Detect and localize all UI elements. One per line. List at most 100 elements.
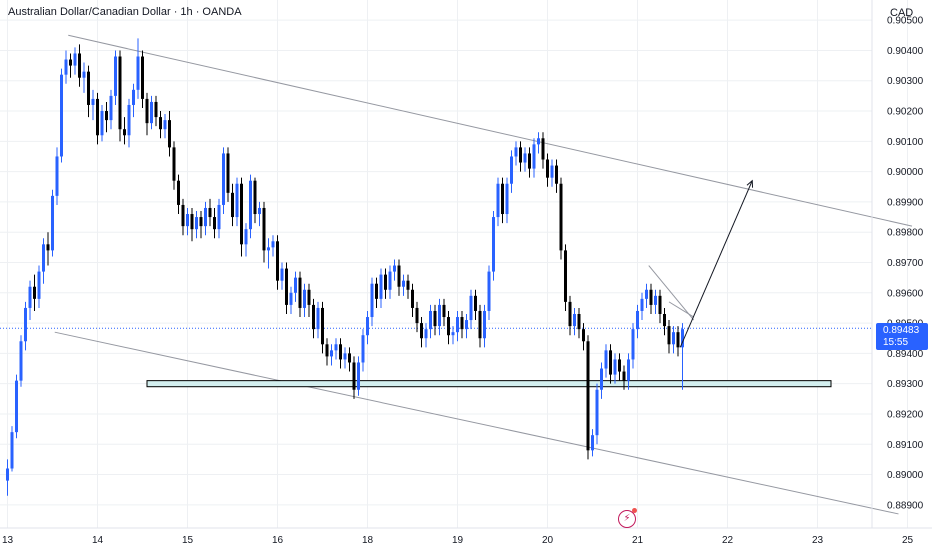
price-tick-label: 0.88900: [887, 500, 924, 511]
time-tick-label: 20: [542, 535, 554, 546]
candle-body: [550, 165, 554, 178]
candle-body: [564, 250, 567, 302]
price-tick-label: 0.89200: [887, 409, 924, 420]
candle-body: [681, 329, 684, 348]
candle-body: [447, 317, 450, 336]
candle-body: [208, 207, 212, 218]
time-tick-label: 14: [92, 535, 104, 546]
candle-body: [622, 371, 626, 381]
candle-body: [6, 468, 9, 481]
candle-body: [546, 159, 549, 178]
candle-body: [132, 89, 135, 105]
candle-body: [645, 289, 648, 299]
candle-body: [465, 320, 468, 330]
lightning-icon[interactable]: ⚡: [618, 510, 636, 528]
candle-body: [190, 214, 194, 230]
candle-body: [654, 295, 657, 305]
candle-body: [28, 286, 32, 308]
candle-body: [51, 195, 54, 251]
candle-body: [631, 329, 635, 360]
notification-dot: [632, 508, 637, 513]
candle-body: [73, 53, 77, 66]
candle-body: [357, 362, 360, 390]
symbol-title[interactable]: Australian Dollar/Canadian Dollar · 1h ·…: [8, 6, 242, 18]
candle-body: [276, 241, 279, 281]
price-tick-label: 0.90200: [887, 107, 924, 118]
candle-body: [100, 111, 104, 136]
candle-body: [379, 274, 383, 299]
candle-body: [613, 359, 617, 375]
candle-body: [586, 341, 590, 451]
candle-body: [105, 111, 108, 121]
time-tick-label: 13: [2, 535, 14, 546]
candle-body: [469, 295, 473, 321]
candle-body: [325, 344, 329, 357]
candle-body: [600, 368, 603, 390]
candle-body: [402, 280, 405, 287]
candle-body: [177, 180, 180, 205]
candle-body: [262, 207, 266, 251]
candle-body: [397, 265, 401, 287]
bar-countdown: 15:55: [883, 337, 909, 348]
candle-body: [672, 332, 675, 345]
candle-body: [483, 310, 486, 339]
price-tick-label: 0.89000: [887, 470, 924, 481]
candle-body: [19, 341, 23, 381]
candle-body: [330, 350, 333, 357]
candle-body: [163, 120, 167, 130]
candle-body: [375, 283, 378, 299]
candle-body: [510, 156, 513, 184]
candle-body: [123, 129, 126, 136]
price-tick-label: 0.89700: [887, 258, 924, 269]
candle-body: [415, 307, 419, 324]
candle-body: [321, 307, 324, 345]
price-tick-label: 0.89100: [887, 440, 924, 451]
time-axis[interactable]: 13 14 15 16 18 19 20 21 22 23 25: [2, 535, 914, 546]
candle-body: [334, 344, 338, 351]
candle-body: [505, 183, 509, 215]
candle-body: [24, 307, 27, 342]
candle-body: [82, 71, 86, 78]
candle-body: [186, 214, 189, 227]
candle-body: [532, 144, 536, 169]
time-tick-label: 22: [722, 535, 734, 546]
candle-body: [348, 353, 351, 363]
candle-body: [37, 271, 41, 299]
candle-body: [307, 289, 311, 305]
candle-body: [456, 317, 459, 333]
candle-body: [474, 295, 477, 311]
candle-body: [541, 138, 545, 160]
candle-body: [514, 147, 518, 157]
candle-body: [168, 120, 171, 148]
candle-body: [658, 295, 662, 314]
candle-body: [145, 98, 149, 124]
price-tick-label: 0.89300: [887, 379, 924, 390]
candle-body: [393, 265, 396, 272]
candle-body: [204, 207, 207, 227]
candle-body: [258, 207, 261, 215]
candle-body: [217, 204, 221, 230]
candle-body: [663, 314, 666, 327]
candle-body: [316, 307, 320, 330]
candle-body: [609, 350, 612, 375]
candle-body: [64, 59, 68, 75]
candle-body: [438, 304, 441, 327]
candle-body: [640, 298, 644, 311]
candle-body: [10, 432, 14, 469]
time-tick-label: 23: [812, 535, 824, 546]
candle-body: [303, 289, 306, 308]
candle-body: [267, 247, 270, 251]
time-tick-label: 21: [632, 535, 644, 546]
candle-body: [451, 332, 455, 336]
drawings-front-layer: [648, 179, 754, 348]
candle-body: [523, 153, 527, 163]
candle-body: [226, 153, 230, 193]
candle-body: [87, 71, 90, 105]
price-axis[interactable]: 0.88900 0.89000 0.89100 0.89200 0.89300 0.894…: [887, 16, 924, 512]
candle-body: [649, 289, 653, 305]
drawings-layer: [0, 34, 913, 515]
candle-body: [424, 329, 428, 339]
candle-body: [667, 326, 671, 345]
candle-body: [231, 192, 234, 218]
